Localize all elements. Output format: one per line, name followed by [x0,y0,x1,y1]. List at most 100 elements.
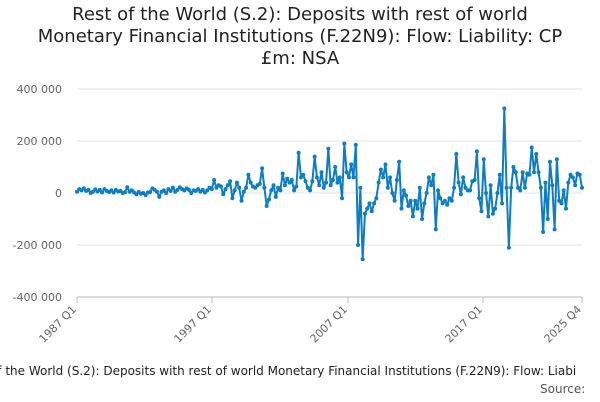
data-point[interactable] [326,146,331,151]
data-point[interactable] [154,189,159,194]
data-point[interactable] [351,175,356,180]
data-point[interactable] [317,183,322,188]
data-point[interactable] [415,206,420,211]
data-point[interactable] [404,193,409,198]
data-point[interactable] [564,206,568,211]
data-point[interactable] [225,183,230,188]
data-point[interactable] [264,204,269,208]
data-point[interactable] [328,183,333,188]
data-point[interactable] [566,180,571,185]
data-point[interactable] [289,178,294,182]
data-point[interactable] [340,196,345,201]
data-point[interactable] [477,196,482,201]
data-point[interactable] [81,186,86,191]
data-point[interactable] [381,175,386,180]
data-point[interactable] [125,185,130,190]
data-point[interactable] [303,179,308,184]
data-point[interactable] [454,152,459,156]
data-point[interactable] [337,175,342,180]
data-point[interactable] [200,187,205,192]
data-point[interactable] [392,198,397,203]
data-point[interactable] [356,243,361,247]
data-point[interactable] [310,179,315,184]
data-point[interactable] [305,185,310,190]
data-point[interactable] [532,170,537,175]
data-point[interactable] [433,227,438,232]
data-point[interactable] [570,175,575,180]
data-point[interactable] [308,188,313,193]
data-point[interactable] [534,152,539,156]
data-point[interactable] [509,185,514,190]
data-point[interactable] [189,191,194,195]
data-point[interactable] [497,172,502,177]
data-point[interactable] [253,185,258,190]
data-point[interactable] [214,185,219,190]
data-point[interactable] [573,183,578,188]
data-point[interactable] [196,187,201,192]
data-point[interactable] [148,189,153,194]
data-point[interactable] [246,172,251,177]
data-point[interactable] [330,178,335,182]
data-point[interactable] [234,180,239,185]
data-point[interactable] [230,196,235,201]
data-point[interactable] [504,185,509,190]
data-point[interactable] [365,206,370,211]
data-point[interactable] [86,187,91,192]
data-point[interactable] [472,178,477,182]
data-point[interactable] [520,170,525,175]
data-point[interactable] [294,184,299,189]
data-point[interactable] [550,183,555,188]
data-point[interactable] [474,149,479,154]
data-point[interactable] [529,145,534,150]
data-point[interactable] [319,170,324,175]
data-point[interactable] [75,189,79,194]
data-point[interactable] [513,170,518,175]
data-point[interactable] [541,230,546,234]
data-point[interactable] [262,185,267,190]
data-point[interactable] [495,191,500,195]
data-point[interactable] [164,191,169,195]
data-point[interactable] [452,185,457,190]
data-point[interactable] [161,188,166,193]
data-point[interactable] [486,214,491,219]
data-point[interactable] [257,181,262,186]
data-point[interactable] [484,191,489,195]
data-point[interactable] [500,201,505,206]
data-point[interactable] [408,198,413,203]
data-point[interactable] [228,179,233,184]
data-point[interactable] [100,190,105,195]
data-point[interactable] [372,201,377,206]
data-point[interactable] [221,192,226,197]
data-point[interactable] [346,175,351,180]
data-point[interactable] [175,187,180,192]
data-point[interactable] [559,201,564,206]
data-point[interactable] [292,188,297,193]
data-point[interactable] [431,172,436,177]
data-point[interactable] [401,188,406,193]
data-point[interactable] [278,188,283,193]
data-point[interactable] [413,198,418,203]
data-point[interactable] [209,187,214,192]
data-point[interactable] [170,185,175,190]
data-point[interactable] [527,172,532,177]
data-point[interactable] [360,257,365,262]
data-point[interactable] [241,189,246,194]
data-point[interactable] [506,245,511,250]
data-point[interactable] [552,227,557,232]
data-point[interactable] [406,204,411,208]
data-point[interactable] [314,175,319,180]
data-point[interactable] [335,180,340,185]
data-point[interactable] [266,197,271,202]
data-point[interactable] [538,185,543,190]
data-point[interactable] [554,157,559,162]
data-point[interactable] [417,185,422,190]
data-point[interactable] [312,154,317,159]
data-point[interactable] [271,183,276,188]
data-point[interactable] [543,180,548,185]
data-point[interactable] [287,180,292,185]
data-point[interactable] [445,202,450,207]
data-point[interactable] [324,180,329,185]
data-point[interactable] [511,165,516,169]
data-point[interactable] [168,188,173,193]
data-point[interactable] [429,183,434,188]
